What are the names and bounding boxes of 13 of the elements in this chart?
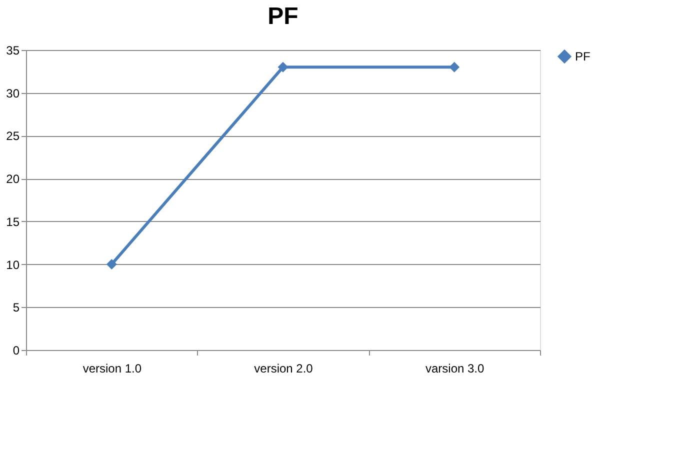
y-tick-label: 35 <box>6 44 20 58</box>
x-tick-label: version 1.0 <box>82 362 142 376</box>
y-tick-label: 25 <box>6 129 20 144</box>
y-tick-label: 0 <box>12 344 20 358</box>
y-tick-label: 10 <box>6 258 20 272</box>
x-tick-label: version 2.0 <box>254 362 314 376</box>
y-tick-label: 5 <box>12 300 20 315</box>
y-tick-label: 30 <box>6 86 20 100</box>
y-tick-label: 15 <box>6 214 20 229</box>
y-tick-label: 20 <box>6 172 20 186</box>
x-tick-label: varsion 3.0 <box>425 362 485 376</box>
legend-label: PF <box>575 50 590 64</box>
chart-title: PF <box>268 3 298 30</box>
